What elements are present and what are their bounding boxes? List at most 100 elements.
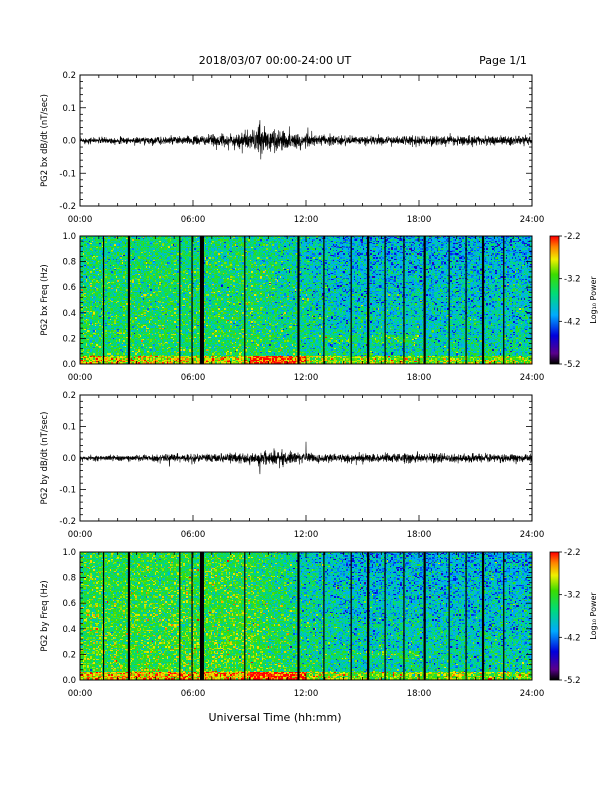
by-timeseries-ytick-label: -0.1 [59, 486, 76, 496]
bx-spectrogram-data-gap [199, 236, 203, 364]
bx-spectrogram-ytick-label: 0.4 [62, 309, 76, 319]
by-timeseries-ylabel: PG2 by dB/dt (nT/sec) [40, 412, 50, 505]
bx-spectrogram-colorbar [550, 236, 559, 364]
bx-spectrogram-data-gap [179, 236, 181, 364]
by-spectrogram-ylabel: PG2 by Freq (Hz) [40, 580, 50, 651]
bx-timeseries-series-line [79, 120, 533, 160]
bx-spectrogram-colorbar-tick-label: -3.2 [564, 275, 581, 285]
bx-spectrogram-colorbar-tick-label: -2.2 [564, 232, 581, 242]
by-timeseries-ytick-label: 0.1 [62, 423, 76, 433]
bx-timeseries-ytick-label: 0.2 [62, 71, 76, 81]
bx-timeseries-xtick-label: 06:00 [181, 215, 206, 225]
by-timeseries-ytick-label: -0.2 [59, 517, 76, 527]
bx-timeseries-xtick-label: 24:00 [520, 215, 545, 225]
by-timeseries-xtick-label: 24:00 [520, 530, 545, 540]
bx-spectrogram-frame [79, 235, 533, 365]
by-timeseries-xtick-label: 06:00 [181, 530, 206, 540]
bx-spectrogram-data-gap [367, 236, 370, 364]
bx-spectrogram-ytick-label: 1.0 [62, 232, 76, 242]
by-spectrogram-colorbar-tick-label: -3.2 [564, 591, 581, 601]
bx-spectrogram-data-gap [423, 236, 426, 364]
by-spectrogram-colorbar-tick-label: -5.2 [564, 676, 581, 686]
by-spectrogram-data-gap [202, 552, 204, 680]
figure-title: 2018/03/07 00:00-24:00 UT [199, 54, 352, 67]
bx-spectrogram-ytick-label: 0.0 [62, 360, 76, 370]
by-spectrogram-data-gap [423, 552, 426, 680]
bx-timeseries-xtick-label: 12:00 [294, 215, 319, 225]
by-spectrogram-data-gap [244, 552, 246, 680]
bx-spectrogram-colorbar-tick-label: -4.2 [564, 317, 581, 327]
by-timeseries-ytick-label: 0.2 [62, 391, 76, 401]
bx-spectrogram-data-gap [191, 236, 193, 364]
by-spectrogram-data-gap [191, 552, 193, 680]
by-spectrogram-data-gap [323, 552, 325, 680]
by-spectrogram-colorbar-frame [549, 551, 560, 681]
by-spectrogram-colorbar-label: Log₁₀ Power [589, 592, 598, 640]
bx-spectrogram-ytick-label: 0.2 [62, 334, 76, 344]
bx-spectrogram-ytick-label: 0.8 [62, 258, 76, 268]
bx-spectrogram-data-gap [465, 236, 467, 364]
bx-spectrogram-data-gap [503, 236, 505, 364]
by-spectrogram-ytick-label: 0.6 [62, 599, 76, 609]
by-spectrogram-data-gap [403, 552, 405, 680]
bx-timeseries-xtick-label: 00:00 [68, 215, 93, 225]
bx-spectrogram-data-gap [350, 236, 352, 364]
by-spectrogram-ytick-label: 1.0 [62, 548, 76, 558]
by-spectrogram-ytick-label: 0.4 [62, 625, 76, 635]
by-spectrogram-data-gap [297, 552, 300, 680]
by-spectrogram-data-gap [179, 552, 181, 680]
bx-spectrogram-data-gap [384, 236, 386, 364]
by-spectrogram-xtick-label: 06:00 [181, 689, 206, 699]
bx-spectrogram-data-gap [403, 236, 405, 364]
bx-spectrogram-xtick-label: 24:00 [520, 373, 545, 383]
bx-timeseries-ylabel: PG2 bx dB/dt (nT/sec) [40, 94, 50, 187]
bx-spectrogram-xtick-label: 18:00 [407, 373, 432, 383]
by-spectrogram-data-gap [465, 552, 467, 680]
bx-spectrogram-data-gap [202, 236, 204, 364]
bx-spectrogram-data-gap [244, 236, 246, 364]
bx-spectrogram-heatmap [80, 236, 532, 364]
x-axis-title: Universal Time (hh:mm) [209, 711, 342, 724]
by-timeseries-ytick-label: 0.0 [62, 454, 76, 464]
by-timeseries-xtick-label: 18:00 [407, 530, 432, 540]
bx-spectrogram-ylabel: PG2 bx Freq (Hz) [40, 264, 50, 335]
bx-spectrogram-data-gap [448, 236, 450, 364]
by-spectrogram-xtick-label: 00:00 [68, 689, 93, 699]
bx-spectrogram-xtick-label: 06:00 [181, 373, 206, 383]
bx-spectrogram-data-gap [481, 236, 485, 364]
by-spectrogram-ytick-label: 0.2 [62, 650, 76, 660]
by-spectrogram-colorbar [550, 552, 559, 680]
bx-spectrogram-ytick-label: 0.6 [62, 283, 76, 293]
by-spectrogram-data-gap [199, 552, 203, 680]
bx-timeseries-ytick-label: 0.0 [62, 137, 76, 147]
by-timeseries-series-line [79, 441, 533, 475]
bx-spectrogram-data-gap [127, 236, 131, 364]
by-spectrogram-ytick-label: 0.8 [62, 574, 76, 584]
by-spectrogram-data-gap [503, 552, 505, 680]
page-indicator: Page 1/1 [479, 54, 527, 67]
bx-timeseries-ytick-label: -0.1 [59, 169, 76, 179]
by-spectrogram-data-gap [350, 552, 352, 680]
by-spectrogram-data-gap [127, 552, 131, 680]
by-spectrogram-xtick-label: 24:00 [520, 689, 545, 699]
bx-timeseries-ytick-label: -0.2 [59, 202, 76, 212]
by-spectrogram-ytick-label: 0.0 [62, 676, 76, 686]
by-spectrogram-colorbar-tick-label: -4.2 [564, 633, 581, 643]
by-spectrogram-xtick-label: 12:00 [294, 689, 319, 699]
by-spectrogram-data-gap [448, 552, 450, 680]
bx-timeseries-ytick-label: 0.1 [62, 104, 76, 114]
bx-spectrogram-data-gap [297, 236, 300, 364]
by-spectrogram-colorbar-tick-label: -2.2 [564, 548, 581, 558]
by-spectrogram-data-gap [384, 552, 386, 680]
by-spectrogram-heatmap [80, 552, 532, 680]
by-spectrogram-data-gap [102, 552, 105, 680]
by-spectrogram-xtick-label: 18:00 [407, 689, 432, 699]
by-spectrogram-frame [79, 551, 533, 681]
by-timeseries-xtick-label: 12:00 [294, 530, 319, 540]
bx-spectrogram-data-gap [102, 236, 105, 364]
bx-spectrogram-data-gap [323, 236, 325, 364]
bx-timeseries-xtick-label: 18:00 [407, 215, 432, 225]
by-spectrogram-data-gap [481, 552, 485, 680]
